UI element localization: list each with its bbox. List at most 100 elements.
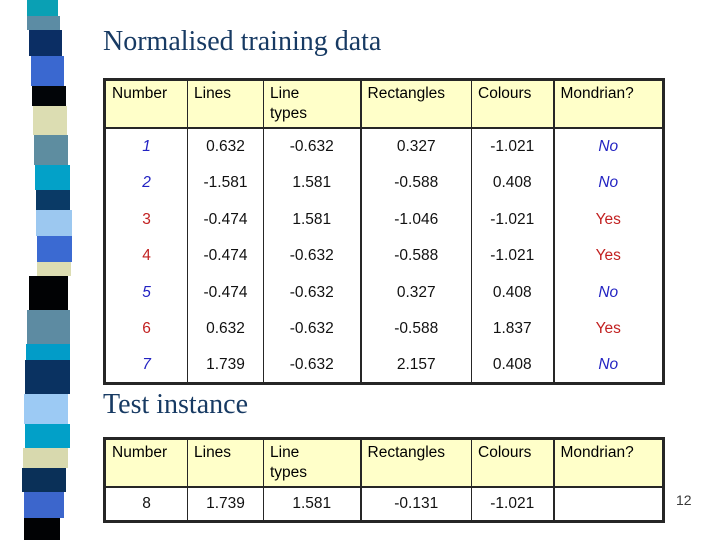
value-cell: 0.632 bbox=[187, 128, 264, 165]
value-cell: 1.581 bbox=[263, 164, 361, 202]
ribbon-segment bbox=[24, 492, 64, 518]
value-cell: 0.408 bbox=[471, 164, 554, 202]
row-number-cell: 7 bbox=[104, 347, 188, 384]
mondrian-cell: Yes bbox=[552, 237, 664, 275]
mondrian-cell: No bbox=[552, 164, 664, 202]
value-cell: -0.632 bbox=[263, 274, 361, 311]
value-cell: -0.588 bbox=[359, 310, 472, 348]
ribbon-segment bbox=[33, 106, 67, 135]
table-row: 3 -0.474 1.581 -1.046 -1.021 Yes bbox=[104, 201, 664, 238]
mondrian-cell: No bbox=[552, 128, 664, 165]
header-row: Number Lines Line types Rectangles Colours Mo… bbox=[104, 79, 664, 130]
table-row: 6 0.632 -0.632 -0.588 1.837 Yes bbox=[104, 310, 664, 348]
ribbon-segment bbox=[36, 190, 70, 210]
ribbon-segment bbox=[32, 86, 66, 106]
ribbon-segment bbox=[27, 310, 70, 344]
value-cell: -0.474 bbox=[187, 274, 264, 311]
ribbon-segment bbox=[26, 344, 70, 360]
mondrian-cell: No bbox=[552, 347, 664, 384]
column-header-line-types: Line types bbox=[263, 79, 361, 130]
value-cell: 0.327 bbox=[359, 128, 472, 165]
value-cell: -0.474 bbox=[187, 237, 264, 275]
ribbon-segment bbox=[37, 236, 72, 262]
ribbon-segment bbox=[22, 468, 66, 492]
table-row: 5 -0.474 -0.632 0.327 0.408 No bbox=[104, 274, 664, 311]
value-cell: -0.632 bbox=[263, 128, 361, 165]
row-number-cell: 1 bbox=[104, 128, 188, 165]
value-cell: 0.632 bbox=[187, 310, 264, 348]
test-table-body: 8 1.739 1.581 -0.131 -1.021 bbox=[104, 487, 664, 522]
value-cell: 0.408 bbox=[471, 347, 554, 384]
test-instance-table: Number Lines Line types Rectangles Colours Mo… bbox=[103, 437, 665, 523]
table-row: 8 1.739 1.581 -0.131 -1.021 bbox=[104, 487, 664, 522]
ribbon-segment bbox=[25, 360, 70, 394]
value-cell: -1.581 bbox=[187, 164, 264, 202]
value-cell: -0.131 bbox=[359, 487, 472, 522]
mondrian-cell: Yes bbox=[552, 201, 664, 238]
value-cell: 2.157 bbox=[359, 347, 472, 384]
ribbon-segment bbox=[36, 210, 72, 236]
table-row: 7 1.739 -0.632 2.157 0.408 No bbox=[104, 347, 664, 384]
training-table-body: 1 0.632 -0.632 0.327 -1.021 No 2 -1.581 1.581 -0.… bbox=[104, 128, 664, 384]
value-cell: 1.581 bbox=[263, 201, 361, 238]
value-cell: -0.632 bbox=[263, 310, 361, 348]
column-header-number: Number bbox=[104, 79, 188, 130]
ribbon-segment bbox=[24, 518, 60, 540]
decorative-ribbon bbox=[0, 0, 82, 540]
row-number-cell: 3 bbox=[104, 201, 188, 238]
column-header-rectangles: Rectangles bbox=[359, 438, 472, 489]
value-cell: 0.408 bbox=[471, 274, 554, 311]
value-cell: 1.837 bbox=[471, 310, 554, 348]
row-number-cell: 6 bbox=[104, 310, 188, 348]
value-cell: -0.632 bbox=[263, 237, 361, 275]
value-cell: -1.021 bbox=[471, 201, 554, 238]
ribbon-segment bbox=[34, 135, 68, 165]
column-header-colours: Colours bbox=[471, 79, 554, 130]
value-cell: -1.046 bbox=[359, 201, 472, 238]
row-number-cell: 4 bbox=[104, 237, 188, 275]
training-data-table: Number Lines Line types Rectangles Colours Mo… bbox=[103, 78, 665, 386]
value-cell: -1.021 bbox=[471, 128, 554, 165]
column-header-number: Number bbox=[104, 438, 188, 489]
value-cell: -0.588 bbox=[359, 164, 472, 202]
ribbon-segment bbox=[31, 56, 64, 86]
value-cell: 1.581 bbox=[263, 487, 361, 522]
column-header-rectangles: Rectangles bbox=[359, 79, 472, 130]
slide-title: Normalised training data bbox=[103, 26, 382, 57]
ribbon-segment bbox=[35, 165, 70, 190]
ribbon-segment bbox=[29, 276, 68, 310]
training-table-header: Number Lines Line types Rectangles Colours Mo… bbox=[104, 79, 664, 130]
value-cell: 1.739 bbox=[187, 347, 264, 384]
ribbon-segment bbox=[27, 16, 60, 30]
column-header-line-types: Line types bbox=[263, 438, 361, 489]
ribbon-segment bbox=[37, 262, 71, 276]
ribbon-segment bbox=[23, 448, 68, 468]
column-header-mondrian: Mondrian? bbox=[552, 79, 664, 130]
value-cell: -1.021 bbox=[471, 487, 554, 522]
value-cell: 1.739 bbox=[187, 487, 264, 522]
column-header-mondrian: Mondrian? bbox=[552, 438, 664, 489]
row-number-cell: 2 bbox=[104, 164, 188, 202]
column-header-colours: Colours bbox=[471, 438, 554, 489]
column-header-lines: Lines bbox=[187, 79, 264, 130]
test-instance-title: Test instance bbox=[103, 389, 248, 420]
value-cell: -0.588 bbox=[359, 237, 472, 275]
mondrian-cell: No bbox=[552, 274, 664, 311]
mondrian-cell: Yes bbox=[552, 310, 664, 348]
test-table-header: Number Lines Line types Rectangles Colours Mo… bbox=[104, 438, 664, 489]
value-cell: -0.474 bbox=[187, 201, 264, 238]
row-number-cell: 5 bbox=[104, 274, 188, 311]
ribbon-segment bbox=[29, 30, 62, 56]
header-row: Number Lines Line types Rectangles Colours Mo… bbox=[104, 438, 664, 489]
ribbon-segment bbox=[24, 394, 68, 424]
value-cell: 0.327 bbox=[359, 274, 472, 311]
ribbon-segment bbox=[25, 424, 70, 448]
table-row: 4 -0.474 -0.632 -0.588 -1.021 Yes bbox=[104, 237, 664, 275]
row-number-cell: 8 bbox=[104, 487, 188, 522]
table-row: 1 0.632 -0.632 0.327 -1.021 No bbox=[104, 128, 664, 165]
ribbon-segment bbox=[27, 0, 58, 16]
value-cell: -0.632 bbox=[263, 347, 361, 384]
column-header-lines: Lines bbox=[187, 438, 264, 489]
mondrian-cell bbox=[552, 487, 664, 522]
